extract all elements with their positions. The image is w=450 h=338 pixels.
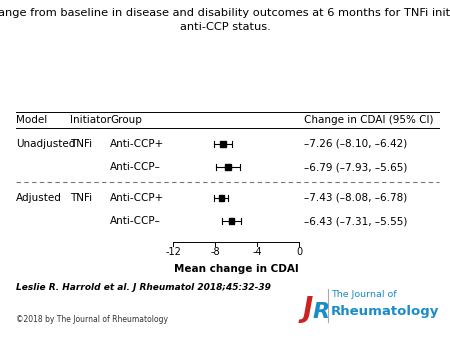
Text: Mean change from baseline in disease and disability outcomes at 6 months for TNF: Mean change from baseline in disease and…: [0, 8, 450, 19]
Text: -4: -4: [252, 247, 262, 258]
Text: Anti-CCP–: Anti-CCP–: [110, 216, 161, 226]
Text: Model: Model: [16, 115, 47, 125]
Text: J: J: [302, 295, 313, 323]
Text: Group: Group: [110, 115, 142, 125]
Text: –7.26 (–8.10, –6.42): –7.26 (–8.10, –6.42): [304, 139, 407, 149]
Text: -8: -8: [211, 247, 220, 258]
Text: Mean change in CDAI: Mean change in CDAI: [174, 264, 299, 274]
Text: -12: -12: [165, 247, 181, 258]
Text: R: R: [313, 301, 330, 322]
Text: Leslie R. Harrold et al. J Rheumatol 2018;45:32-39: Leslie R. Harrold et al. J Rheumatol 201…: [16, 283, 270, 292]
Text: –7.43 (–8.08, –6.78): –7.43 (–8.08, –6.78): [304, 193, 407, 203]
Text: –6.79 (–7.93, –5.65): –6.79 (–7.93, –5.65): [304, 162, 407, 172]
Text: TNFi: TNFi: [70, 193, 92, 203]
Text: ©2018 by The Journal of Rheumatology: ©2018 by The Journal of Rheumatology: [16, 315, 168, 324]
Text: The Journal of: The Journal of: [331, 290, 396, 299]
Text: TNFi: TNFi: [70, 139, 92, 149]
Text: Adjusted: Adjusted: [16, 193, 62, 203]
Text: –6.43 (–7.31, –5.55): –6.43 (–7.31, –5.55): [304, 216, 407, 226]
Text: Anti-CCP–: Anti-CCP–: [110, 162, 161, 172]
Text: anti-CCP status.: anti-CCP status.: [180, 22, 270, 32]
Text: 0: 0: [296, 247, 302, 258]
Text: Rheumatology: Rheumatology: [331, 306, 439, 318]
Text: Anti-CCP+: Anti-CCP+: [110, 139, 165, 149]
Text: Initiator: Initiator: [70, 115, 111, 125]
Text: Anti-CCP+: Anti-CCP+: [110, 193, 165, 203]
Text: Unadjusted: Unadjusted: [16, 139, 75, 149]
Text: Change in CDAI (95% CI): Change in CDAI (95% CI): [304, 115, 433, 125]
